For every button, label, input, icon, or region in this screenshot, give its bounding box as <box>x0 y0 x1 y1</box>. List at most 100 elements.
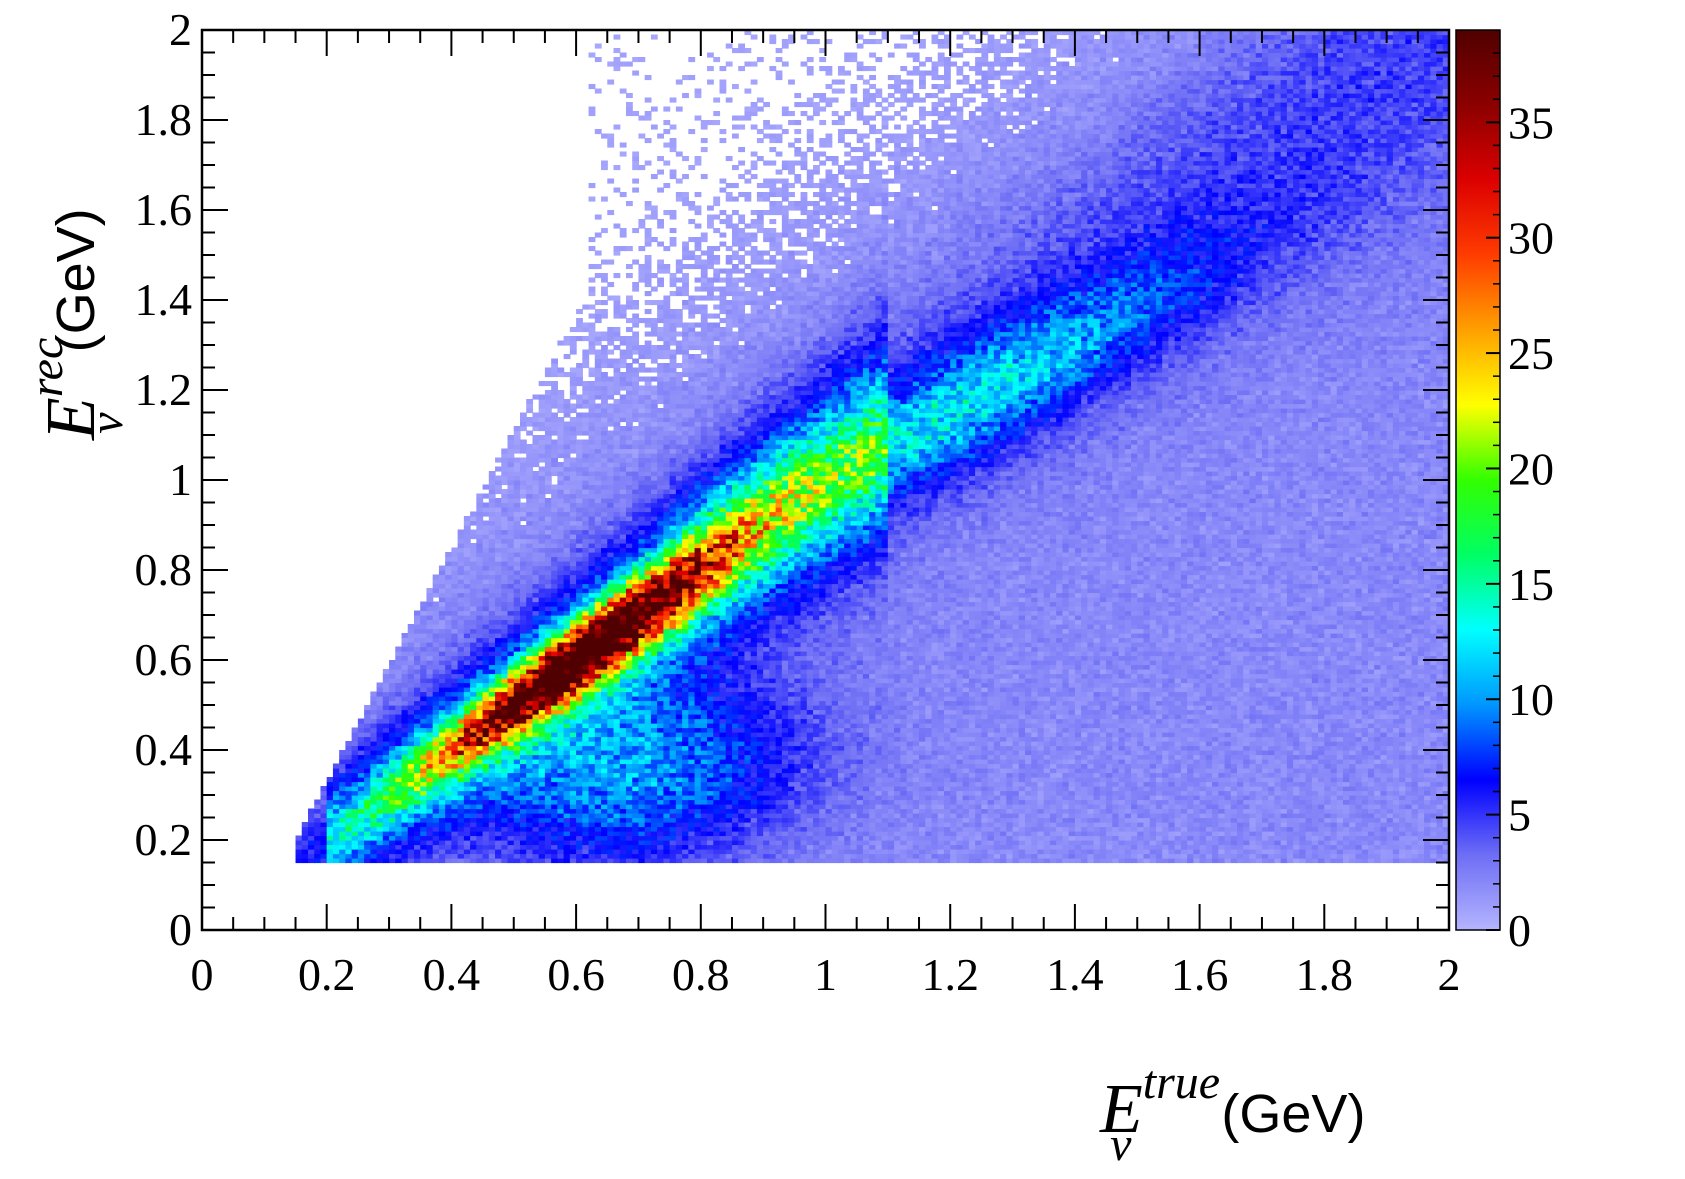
heatmap-cell <box>464 750 471 755</box>
heatmap-cell <box>426 597 433 602</box>
heatmap-cell <box>620 480 627 485</box>
heatmap-cell <box>439 831 446 836</box>
heatmap-cell <box>570 750 577 755</box>
heatmap-cell <box>495 782 502 787</box>
heatmap-cell <box>601 678 608 683</box>
heatmap-cell <box>638 489 645 494</box>
heatmap-cell <box>545 854 552 859</box>
heatmap-cell <box>582 858 589 863</box>
heatmap-cell <box>651 836 658 841</box>
heatmap-cell <box>601 588 608 593</box>
heatmap-cell <box>458 705 465 710</box>
heatmap-cell <box>526 665 533 670</box>
heatmap-cell <box>464 732 471 737</box>
heatmap-cell <box>520 651 527 656</box>
heatmap-cell <box>557 408 564 413</box>
heatmap-cell <box>638 579 645 584</box>
heatmap-cell <box>476 759 483 764</box>
heatmap-cell <box>632 435 639 440</box>
heatmap-cell <box>570 629 577 634</box>
heatmap-cell <box>464 624 471 629</box>
heatmap-cell <box>582 786 589 791</box>
heatmap-cell <box>526 615 533 620</box>
heatmap-cell <box>601 336 608 341</box>
heatmap-cell <box>557 471 564 476</box>
heatmap-cell <box>532 624 539 629</box>
heatmap-cell <box>464 755 471 760</box>
heatmap-cell <box>445 804 452 809</box>
heatmap-cell <box>345 813 352 818</box>
heatmap-cell <box>458 791 465 796</box>
heatmap-cell <box>520 579 527 584</box>
heatmap-cell <box>339 809 346 814</box>
heatmap-cell <box>508 827 515 832</box>
heatmap-cell <box>339 822 346 827</box>
heatmap-cell <box>670 827 677 832</box>
heatmap-cell <box>638 165 645 170</box>
heatmap-cell <box>651 647 658 652</box>
heatmap-cell <box>377 737 384 742</box>
heatmap-cell <box>651 746 658 751</box>
heatmap-cell <box>389 759 396 764</box>
heatmap-cell <box>364 836 371 841</box>
heatmap-cell <box>564 615 571 620</box>
heatmap-cell <box>539 804 546 809</box>
heatmap-cell <box>570 570 577 575</box>
heatmap-cell <box>464 845 471 850</box>
heatmap-cell <box>614 786 621 791</box>
heatmap-cell <box>320 840 327 845</box>
heatmap-cell <box>370 822 377 827</box>
heatmap-cell <box>670 552 677 557</box>
heatmap-cell <box>532 417 539 422</box>
heatmap-cell <box>626 480 633 485</box>
heatmap-cell <box>626 390 633 395</box>
heatmap-cell <box>576 323 583 328</box>
heatmap-cell <box>564 494 571 499</box>
heatmap-cell <box>645 282 652 287</box>
heatmap-cell <box>670 804 677 809</box>
heatmap-cell <box>564 656 571 661</box>
heatmap-cell <box>420 624 427 629</box>
heatmap-cell <box>433 665 440 670</box>
heatmap-cell <box>564 336 571 341</box>
heatmap-cell <box>632 674 639 679</box>
heatmap-cell <box>532 773 539 778</box>
heatmap-cell <box>601 561 608 566</box>
heatmap-cell <box>327 782 334 787</box>
heatmap-cell <box>589 755 596 760</box>
heatmap-cell <box>620 498 627 503</box>
heatmap-cell <box>520 543 527 548</box>
heatmap-cell <box>645 350 652 355</box>
heatmap-cell <box>589 512 596 517</box>
heatmap-cell <box>508 800 515 805</box>
heatmap-cell <box>576 773 583 778</box>
heatmap-cell <box>576 372 583 377</box>
heatmap-cell <box>601 602 608 607</box>
heatmap-cell <box>333 845 340 850</box>
heatmap-cell <box>551 399 558 404</box>
heatmap-cell <box>607 840 614 845</box>
heatmap-cell <box>651 570 658 575</box>
heatmap-cell <box>377 759 384 764</box>
heatmap-cell <box>551 759 558 764</box>
heatmap-cell <box>663 858 670 863</box>
heatmap-cell <box>645 683 652 688</box>
heatmap-cell <box>383 714 390 719</box>
heatmap-cell <box>383 827 390 832</box>
heatmap-cell <box>626 422 633 427</box>
heatmap-cell <box>408 764 415 769</box>
heatmap-cell <box>414 737 421 742</box>
heatmap-cell <box>327 827 334 832</box>
heatmap-cell <box>545 525 552 530</box>
heatmap-cell <box>514 714 521 719</box>
heatmap-cell <box>414 710 421 715</box>
heatmap-cell <box>470 800 477 805</box>
heatmap-cell <box>663 561 670 566</box>
heatmap-cell <box>632 831 639 836</box>
heatmap-cell <box>645 579 652 584</box>
heatmap-cell <box>595 251 602 256</box>
heatmap-cell <box>539 530 546 535</box>
heatmap-cell <box>582 480 589 485</box>
heatmap-cell <box>570 561 577 566</box>
heatmap-cell <box>570 791 577 796</box>
